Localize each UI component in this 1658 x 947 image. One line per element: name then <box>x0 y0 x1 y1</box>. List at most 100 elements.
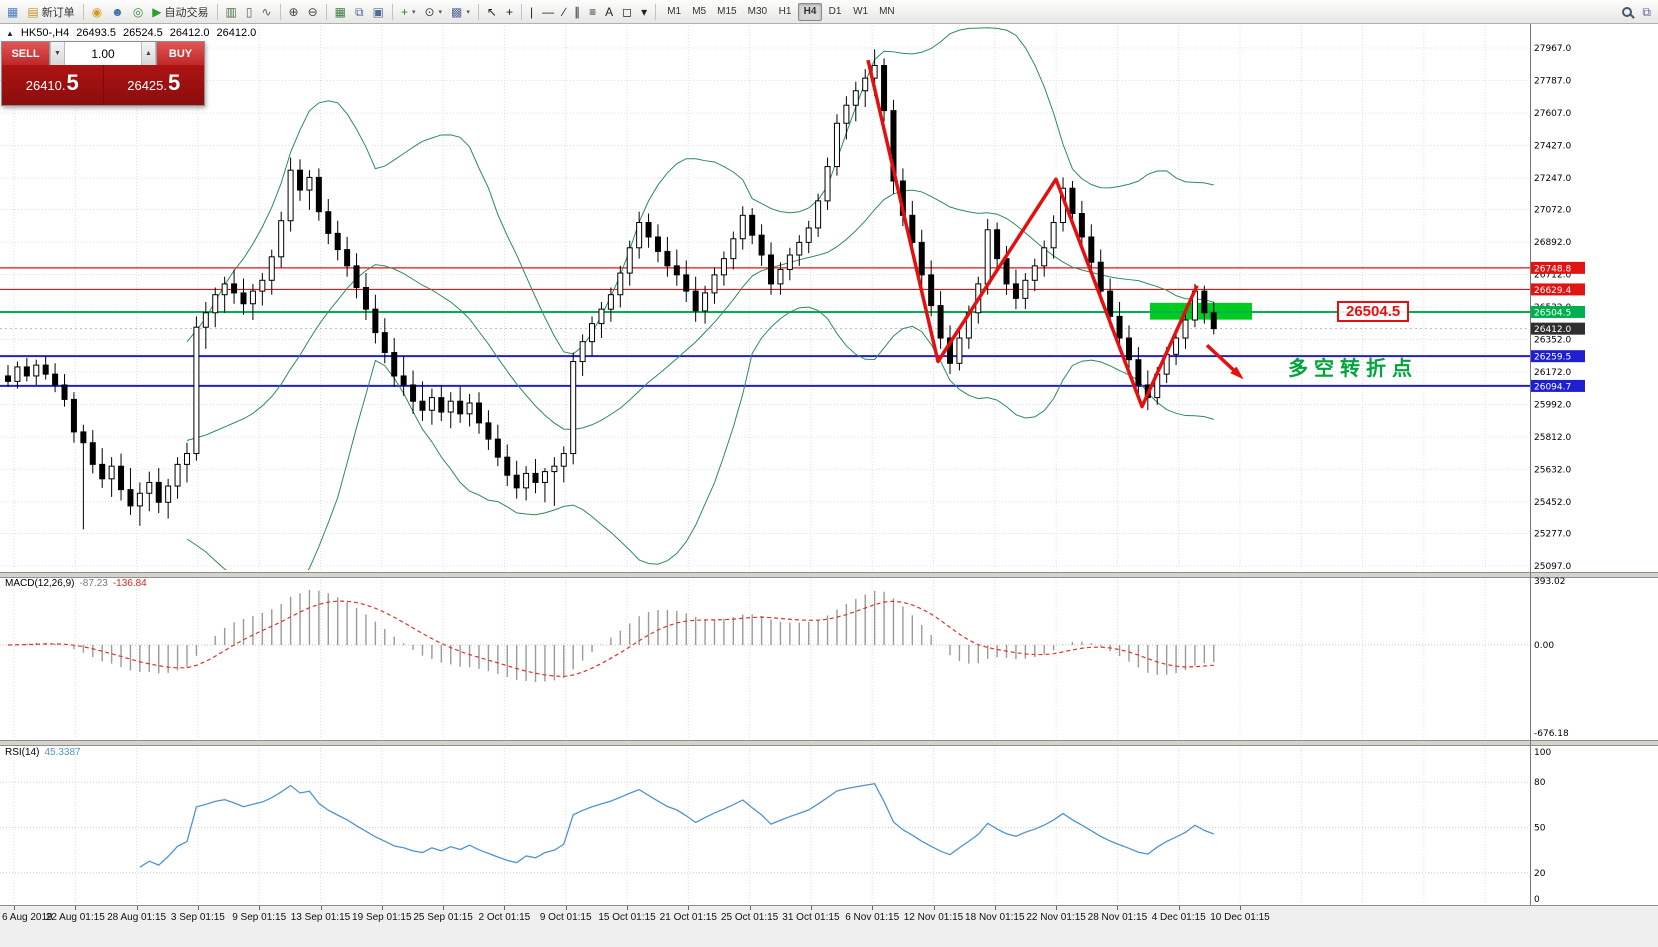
svg-text:26748.8: 26748.8 <box>1534 264 1571 274</box>
svg-text:26504.5: 26504.5 <box>1534 308 1571 318</box>
timeframe-m1[interactable]: M1 <box>662 3 686 21</box>
rsi-line <box>139 783 1214 868</box>
price-scale-label: 25632.0 <box>1534 465 1571 475</box>
charts-window-icon[interactable]: ▦ <box>3 2 22 22</box>
price-scale-label: 27607.0 <box>1534 109 1571 119</box>
timeframe-h1[interactable]: H1 <box>773 3 797 21</box>
toolbar-separator <box>477 3 479 20</box>
time-axis-label: 9 Oct 01:15 <box>539 912 592 923</box>
sell-price[interactable]: 26410. 5 <box>2 65 103 105</box>
deposit-icon[interactable]: ◉ <box>88 2 106 22</box>
toolbar-separator <box>216 3 218 20</box>
cursor-tool[interactable]: ↖ <box>483 2 501 22</box>
search-icon[interactable] <box>1618 2 1636 22</box>
buy-button[interactable]: BUY <box>157 42 204 65</box>
volume-input[interactable] <box>65 42 141 65</box>
time-axis-tick <box>381 906 383 910</box>
toolbar-separator <box>279 3 281 20</box>
template-button[interactable]: ▩ ▾ <box>447 2 474 22</box>
time-axis-tick <box>1178 906 1180 910</box>
timeframe-mn[interactable]: MN <box>874 3 900 21</box>
rsi-scale-label: 0 <box>1534 895 1540 905</box>
bar-chart-icon[interactable]: ▥ <box>222 2 241 22</box>
timeframe-m5[interactable]: M5 <box>687 3 711 21</box>
accounts-icon[interactable]: ☻ <box>107 2 128 22</box>
price-scale-label: 25097.0 <box>1534 562 1571 572</box>
horizontal-line-tool[interactable]: — <box>538 2 558 22</box>
volume-increase-button[interactable]: ▲ <box>141 42 156 65</box>
timeframe-m15[interactable]: M15 <box>712 3 741 21</box>
sell-button[interactable]: SELL <box>2 42 49 65</box>
volume-decrease-button[interactable]: ▼ <box>50 42 65 65</box>
channel-tool[interactable]: ∥ <box>570 2 584 22</box>
window-menu-icon[interactable]: ⧉ <box>1638 2 1655 22</box>
new-order-button-label: 新订单 <box>41 6 75 19</box>
time-axis-tick <box>872 906 874 910</box>
turning-point-note[interactable]: 多空转折点 <box>1288 358 1418 381</box>
time-axis-label: 22 Nov 01:15 <box>1026 912 1086 923</box>
shapes-glyph: ▾ <box>641 4 648 19</box>
price-tag: 26504.5 <box>1531 305 1585 318</box>
autotrading-button[interactable]: ▶ 自动交易 <box>148 2 212 22</box>
time-axis-label: 25 Sep 01:15 <box>413 912 473 923</box>
price-scale-label: 27072.0 <box>1534 206 1571 216</box>
arrange-windows-icon-glyph: ▣ <box>372 4 384 19</box>
price-tag: 26748.8 <box>1531 261 1585 274</box>
buy-price-big: 5 <box>168 70 181 95</box>
sell-price-big: 5 <box>66 70 79 95</box>
timeframe-w1[interactable]: W1 <box>848 3 873 21</box>
ohlc-close: 26412.0 <box>216 27 257 39</box>
collapse-panel-icon[interactable]: ▲ <box>6 28 14 38</box>
macd-signal-value: -136.84 <box>112 578 147 589</box>
time-axis-tick <box>627 906 628 910</box>
timeframe-h4[interactable]: H4 <box>798 2 823 21</box>
timeframe-bar: M1 M5 M15 M30 H1 H4 D1 W1 MN <box>662 2 900 21</box>
arrow-head <box>1230 366 1244 380</box>
price-callout[interactable]: 26504.5 <box>1337 300 1410 322</box>
new-order-button[interactable]: ▤ 新订单 <box>23 2 78 22</box>
time-axis-tick <box>749 906 751 910</box>
rsi-scale-label: 50 <box>1534 824 1546 834</box>
toolbar-separator <box>520 3 522 20</box>
crosshair-tool[interactable]: + <box>502 2 517 22</box>
time-axis-tick <box>565 906 567 910</box>
zoom-in-icon[interactable]: ⊕ <box>285 2 303 22</box>
panel-divider[interactable] <box>0 572 1658 578</box>
time-axis[interactable]: 6 Aug 2019 22 Aug 01:15 28 Aug 01:15 3 Sep … <box>0 905 1658 947</box>
buy-price[interactable]: 26425. 5 <box>102 65 204 105</box>
candles <box>5 49 1217 530</box>
add-indicator-button[interactable]: + ▾ <box>397 2 420 22</box>
ohlc-high: 26524.5 <box>122 27 163 39</box>
trend-zigzag-annotation[interactable] <box>866 59 1199 409</box>
rsi-scale-label: 100 <box>1534 748 1551 758</box>
period-button[interactable]: ⊙ ▾ <box>420 2 446 22</box>
time-axis-label: 4 Dec 01:15 <box>1151 912 1206 923</box>
chart-canvas[interactable]: 27967.0 27787.0 27607.0 27427.0 27247.0 27072… <box>0 24 1658 905</box>
tile-windows-icon[interactable]: ▦ <box>331 2 350 22</box>
cursor-glyph: ↖ <box>486 4 497 19</box>
svg-text:26629.4: 26629.4 <box>1534 286 1571 296</box>
timeframe-m30[interactable]: M30 <box>743 3 772 21</box>
timeframe-d1[interactable]: D1 <box>823 3 847 21</box>
candlestick-chart-icon[interactable]: ▯ <box>242 2 257 22</box>
deposit-icon-glyph: ◉ <box>91 4 103 19</box>
shapes-menu[interactable]: ▾ <box>637 2 651 22</box>
arrange-windows-icon[interactable]: ▣ <box>369 2 388 22</box>
zoom-out-icon[interactable]: ⊖ <box>304 2 322 22</box>
trendline-tool[interactable]: ∕ <box>559 2 569 22</box>
vertical-line-tool[interactable]: | <box>526 2 537 22</box>
fibonacci-tool[interactable]: ≡ <box>585 2 600 22</box>
text-tool[interactable]: A <box>601 2 617 22</box>
community-icon[interactable]: ◎ <box>129 2 147 22</box>
cascade-windows-icon[interactable]: ⧉ <box>351 2 368 22</box>
chevron-down-icon: ▾ <box>438 8 443 16</box>
time-axis-tick <box>1117 906 1119 910</box>
line-chart-icon[interactable]: ∿ <box>257 2 275 22</box>
price-tag: 26629.4 <box>1531 283 1585 296</box>
price-tag: 26094.7 <box>1531 379 1585 392</box>
panel-divider[interactable] <box>0 740 1658 746</box>
label-tool[interactable]: ◻ <box>618 2 636 22</box>
toolbar-separator <box>655 3 657 20</box>
crosshair-glyph: + <box>505 4 513 19</box>
